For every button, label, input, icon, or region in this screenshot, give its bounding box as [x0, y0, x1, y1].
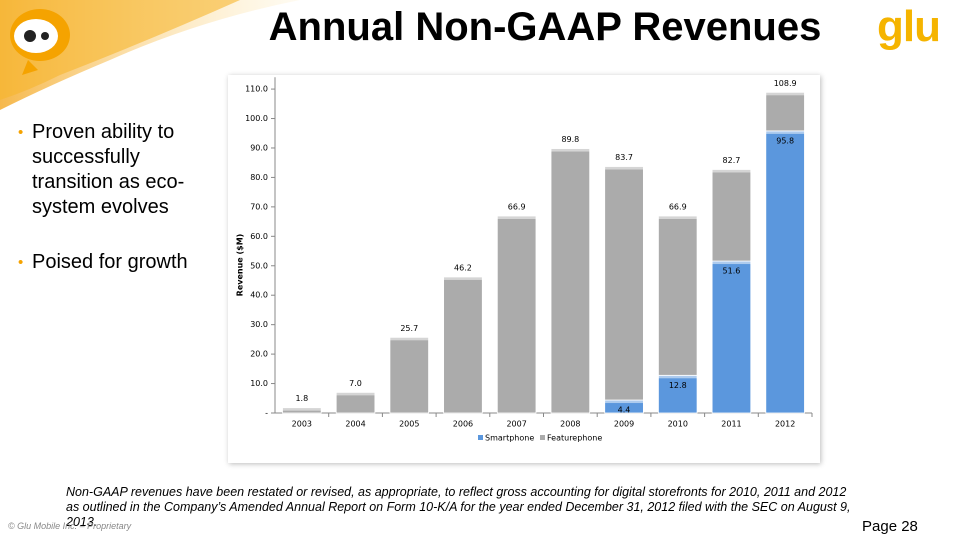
- x-tick-label: 2007: [506, 420, 526, 429]
- footnote: Non-GAAP revenues have been restated or …: [66, 485, 851, 529]
- bar-highlight: [765, 92, 805, 96]
- y-tick-label: 90.0: [250, 143, 268, 152]
- bar-segment: [658, 215, 698, 376]
- x-tick-label: 2010: [668, 420, 688, 429]
- legend-swatch: [540, 435, 545, 440]
- total-label: 89.8: [561, 135, 579, 144]
- bullet: Proven ability to successfully transitio…: [18, 120, 203, 220]
- y-tick-label: 60.0: [250, 232, 268, 241]
- legend-label: Smartphone: [485, 434, 534, 443]
- bar-highlight: [712, 169, 751, 173]
- y-tick-label: -: [265, 409, 268, 418]
- y-tick-label: 40.0: [250, 291, 268, 300]
- total-label: 7.0: [349, 379, 362, 388]
- x-tick-label: 2005: [399, 420, 419, 429]
- total-label: 25.7: [400, 324, 418, 333]
- legend-label: Featurephone: [547, 434, 602, 443]
- copyright: © Glu Mobile Inc. – Proprietary: [8, 521, 132, 531]
- x-tick-label: 2003: [292, 420, 312, 429]
- total-label: 46.2: [454, 263, 472, 272]
- x-tick-label: 2008: [560, 420, 580, 429]
- total-label: 66.9: [669, 202, 687, 211]
- bar-highlight: [389, 337, 429, 341]
- y-axis-label: Revenue ($M): [236, 234, 245, 297]
- page-number: Page 28: [862, 518, 918, 535]
- x-tick-label: 2009: [614, 420, 634, 429]
- bar-segment: [765, 130, 805, 414]
- bar-segment: [550, 148, 591, 414]
- x-tick-label: 2012: [775, 420, 795, 429]
- y-tick-label: 50.0: [250, 261, 268, 270]
- bar-segment: [765, 91, 805, 132]
- chart-box: Revenue ($M) - 10.0 20.0 30.0 40.0 50.0 60.0 70…: [228, 75, 820, 463]
- y-tick-label: 30.0: [250, 320, 268, 329]
- value-label: 95.8: [776, 136, 794, 145]
- y-tick-label: 110.0: [245, 85, 268, 94]
- bar-highlight: [443, 276, 483, 280]
- bar-highlight: [336, 392, 375, 396]
- legend-swatch: [478, 435, 483, 440]
- x-tick-label: 2006: [453, 420, 473, 429]
- y-tick-label: 80.0: [250, 173, 268, 182]
- bar-segment: [443, 276, 483, 414]
- value-label: 51.6: [723, 267, 741, 276]
- bar-segment: [496, 215, 537, 414]
- logo: glu: [877, 2, 941, 51]
- bar-highlight: [712, 261, 751, 265]
- bar-highlight: [551, 148, 590, 152]
- bar-highlight: [497, 215, 536, 219]
- total-label: 1.8: [295, 394, 308, 403]
- value-label: 12.8: [669, 381, 687, 390]
- bar-highlight: [658, 375, 698, 379]
- bar-segment: [711, 260, 752, 414]
- bullet-list: Proven ability to successfully transitio…: [18, 120, 203, 305]
- chart: Revenue ($M) - 10.0 20.0 30.0 40.0 50.0 60.0 70…: [236, 77, 813, 443]
- bullet: Poised for growth: [18, 250, 203, 275]
- bar-highlight: [658, 215, 698, 219]
- total-label: 108.9: [774, 79, 797, 88]
- bar-segment: [711, 169, 752, 262]
- bar-highlight: [765, 130, 805, 134]
- bar-segment: [604, 166, 644, 401]
- bar-highlight: [282, 407, 322, 411]
- y-tick-label: 10.0: [250, 379, 268, 388]
- bar-segment: [389, 336, 429, 414]
- value-label: 4.4: [618, 406, 631, 415]
- total-label: 83.7: [615, 153, 633, 162]
- y-tick-label: 70.0: [250, 202, 268, 211]
- bar-highlight: [604, 166, 644, 170]
- y-tick-label: 100.0: [245, 114, 268, 123]
- bar-segment: [658, 374, 698, 414]
- x-tick-label: 2011: [721, 420, 741, 429]
- bar-highlight: [604, 400, 644, 404]
- bar-segment: [335, 391, 376, 414]
- y-tick-label: 20.0: [250, 350, 268, 359]
- total-label: 82.7: [723, 156, 741, 165]
- total-label: 66.9: [508, 202, 526, 211]
- x-tick-label: 2004: [345, 420, 365, 429]
- slide-title: Annual Non-GAAP Revenues: [268, 5, 822, 49]
